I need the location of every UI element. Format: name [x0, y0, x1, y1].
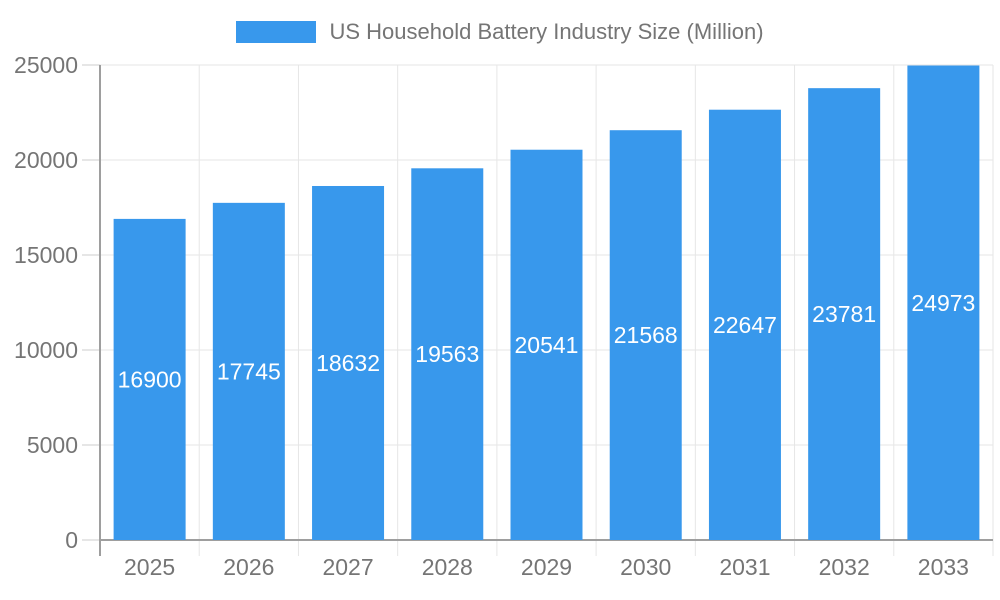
x-tick-label: 2031: [719, 554, 770, 580]
x-tick-label: 2029: [521, 554, 572, 580]
bar-2026[interactable]: [212, 202, 285, 540]
x-tick-label: 2032: [819, 554, 870, 580]
x-tick-label: 2025: [124, 554, 175, 580]
y-tick-label: 20000: [14, 147, 78, 173]
bar-value-label: 18632: [316, 350, 380, 376]
bar-value-label: 20541: [515, 332, 579, 358]
bar-value-label: 24973: [911, 290, 975, 316]
bar-value-label: 22647: [713, 312, 777, 338]
bar-2032[interactable]: [808, 88, 881, 540]
bar-value-label: 16900: [118, 366, 182, 392]
y-tick-label: 5000: [27, 432, 78, 458]
x-tick-label: 2033: [918, 554, 969, 580]
bar-2028[interactable]: [411, 168, 484, 541]
y-tick-label: 0: [65, 527, 78, 553]
bar-2029[interactable]: [510, 149, 583, 540]
bar-2033[interactable]: [907, 65, 980, 540]
bar-value-label: 23781: [812, 301, 876, 327]
bar-value-label: 21568: [614, 322, 678, 348]
x-tick-label: 2026: [223, 554, 274, 580]
x-tick-label: 2027: [322, 554, 373, 580]
y-tick-label: 15000: [14, 242, 78, 268]
bar-value-label: 19563: [415, 341, 479, 367]
bar-2027[interactable]: [312, 185, 385, 540]
bar-2031[interactable]: [708, 109, 781, 540]
bar-2025[interactable]: [113, 218, 186, 540]
bar-2030[interactable]: [609, 130, 682, 540]
y-tick-label: 10000: [14, 337, 78, 363]
x-tick-label: 2030: [620, 554, 671, 580]
x-tick-label: 2028: [422, 554, 473, 580]
bar-value-label: 17745: [217, 358, 281, 384]
y-tick-label: 25000: [14, 52, 78, 78]
